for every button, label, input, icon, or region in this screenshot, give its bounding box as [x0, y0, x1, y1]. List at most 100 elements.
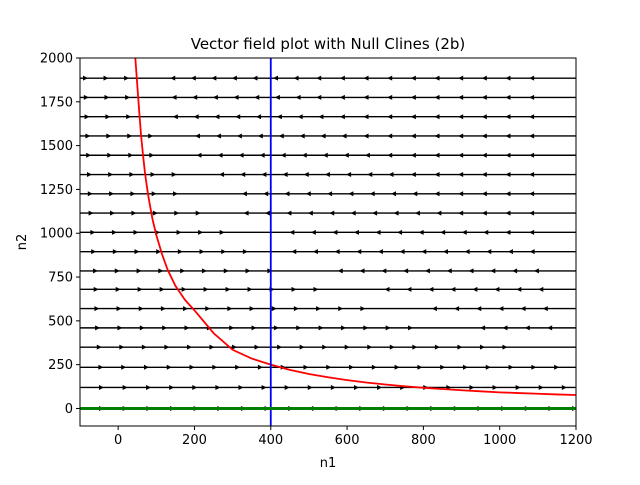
- vector-arrow: [252, 75, 258, 81]
- vector-arrow: [481, 114, 487, 120]
- vector-arrow: [410, 152, 416, 158]
- vector-arrow: [129, 172, 135, 178]
- vector-arrow: [205, 306, 211, 312]
- vector-arrow: [472, 286, 478, 292]
- vector-arrow: [310, 229, 316, 235]
- vector-arrow: [83, 94, 89, 100]
- vector-arrow: [238, 152, 244, 158]
- vector-arrow: [318, 325, 324, 331]
- vector-arrow: [267, 268, 273, 274]
- vector-arrow: [301, 152, 307, 158]
- vector-arrow: [394, 364, 400, 370]
- vector-arrow: [176, 229, 182, 235]
- vector-arrow: [87, 172, 92, 178]
- vector-arrow: [529, 249, 535, 255]
- vector-arrow: [377, 249, 383, 255]
- vector-arrow: [162, 325, 168, 331]
- vector-arrow: [322, 344, 328, 350]
- vector-arrow: [121, 364, 127, 370]
- vector-arrow: [359, 268, 365, 274]
- vector-arrow: [529, 94, 535, 100]
- vector-arrow: [458, 94, 464, 100]
- vector-arrow: [421, 249, 427, 255]
- vector-arrow: [375, 229, 381, 235]
- vector-arrow: [529, 152, 535, 158]
- y-tick-label: 500: [48, 314, 73, 329]
- vector-arrow: [277, 344, 283, 350]
- vector-arrow: [214, 114, 220, 120]
- vector-arrow: [469, 384, 475, 390]
- vector-arrow: [217, 152, 223, 158]
- vector-arrow: [151, 191, 157, 197]
- vector-arrow: [561, 384, 567, 390]
- vector-arrow: [403, 268, 409, 274]
- vector-arrow: [160, 306, 166, 312]
- vector-arrow: [485, 364, 491, 370]
- vector-arrow: [235, 364, 241, 370]
- vector-arrow: [431, 306, 437, 312]
- vector-arrow: [481, 172, 487, 178]
- vector-arrow: [299, 133, 305, 139]
- vector-arrow: [502, 344, 508, 350]
- vector-arrow: [104, 94, 110, 100]
- y-tick-label: 0: [65, 402, 73, 417]
- vector-arrow: [363, 94, 369, 100]
- vector-arrow: [360, 306, 366, 312]
- vector-arrow: [235, 114, 241, 120]
- plot-area: 0 200 400 600 800 1000 1200 0 250 500 750 1000 1250 1…: [40, 52, 593, 449]
- vector-arrow: [221, 249, 227, 255]
- vector-arrow: [417, 364, 423, 370]
- vector-arrow: [98, 364, 104, 370]
- vector-arrow: [289, 229, 295, 235]
- vector-arrow: [134, 249, 140, 255]
- vector-arrow: [203, 286, 209, 292]
- vector-arrow: [410, 133, 416, 139]
- vector-arrow: [502, 325, 508, 331]
- y-tick-label: 1500: [40, 139, 73, 154]
- vector-arrow: [115, 286, 121, 292]
- vector-arrow: [180, 268, 186, 274]
- vector-arrow: [152, 210, 158, 216]
- y-axis-title: n2: [15, 234, 30, 251]
- vector-arrow: [338, 306, 344, 312]
- vector-arrow: [371, 364, 377, 370]
- vector-arrow: [387, 75, 393, 81]
- vector-arrow: [192, 94, 198, 100]
- vector-arrow: [303, 364, 309, 370]
- vector-arrow: [436, 210, 442, 216]
- vector-arrow: [282, 172, 288, 178]
- vector-arrow: [251, 325, 257, 331]
- vector-arrow: [219, 172, 225, 178]
- vector-arrow: [508, 364, 514, 370]
- vector-arrow: [329, 210, 335, 216]
- vector-arrow: [164, 344, 170, 350]
- vector-arrow: [434, 94, 440, 100]
- vector-arrow: [505, 114, 511, 120]
- vector-arrow: [136, 268, 142, 274]
- vector-arrow: [353, 229, 359, 235]
- vector-arrow: [529, 210, 535, 216]
- vector-arrow: [88, 210, 94, 216]
- vector-arrow: [94, 306, 100, 312]
- vector-arrow: [410, 172, 416, 178]
- vector-arrow: [363, 133, 369, 139]
- vector-arrow: [96, 344, 102, 350]
- plot-inner: [80, 58, 576, 426]
- vector-arrow: [367, 344, 373, 350]
- vector-arrow: [156, 249, 162, 255]
- vector-arrow: [334, 249, 340, 255]
- x-tick-label: 800: [411, 433, 436, 448]
- x-tick-label: 400: [258, 433, 283, 448]
- vector-arrow: [172, 191, 178, 197]
- vector-arrow: [149, 152, 155, 158]
- vector-arrow: [481, 133, 487, 139]
- vector-arrow: [481, 75, 487, 81]
- vector-arrow: [257, 364, 263, 370]
- y-tick-label: 1250: [40, 183, 73, 198]
- vector-arrow: [353, 384, 359, 390]
- vector-arrow: [305, 191, 311, 197]
- vector-arrow: [364, 152, 370, 158]
- vector-arrow: [126, 114, 132, 120]
- x-tick-label: 1000: [483, 433, 516, 448]
